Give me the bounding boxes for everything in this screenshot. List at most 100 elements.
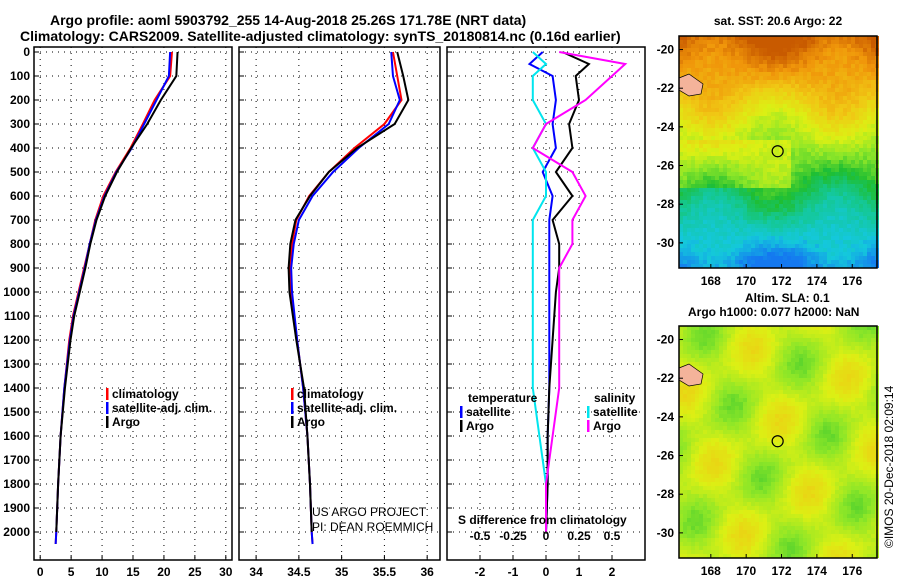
map-lat-label: -24: [657, 410, 675, 424]
x-tick-label: 35: [335, 565, 349, 579]
y-tick-label: 500: [10, 165, 30, 179]
series-line-climatology: [56, 52, 172, 544]
y-tick-label: 1400: [3, 381, 30, 395]
x2-tick-label: 0.25: [567, 529, 591, 543]
y-tick-label: 1300: [3, 357, 30, 371]
map-lon-label: 174: [807, 564, 827, 578]
legend-swatch: [587, 406, 590, 418]
x-tick-label: -2: [475, 565, 486, 579]
legend-label: satellite: [593, 405, 638, 419]
legend-label: Argo: [466, 419, 494, 433]
y-tick-label: 300: [10, 117, 30, 131]
map-lon-label: 168: [701, 564, 721, 578]
legend-swatch: [460, 420, 463, 432]
map-lat-label: -26: [657, 159, 675, 173]
x-tick-label: 34: [249, 565, 263, 579]
map-lat-label: -30: [657, 236, 675, 250]
x-tick-label: 25: [188, 565, 202, 579]
y-tick-label: 900: [10, 261, 30, 275]
legend-swatch: [587, 420, 590, 432]
map-lat-label: -30: [657, 526, 675, 540]
y-tick-label: 1500: [3, 405, 30, 419]
y-tick-label: 0: [23, 45, 30, 59]
y-tick-label: 400: [10, 141, 30, 155]
sst-map-title: sat. SST: 20.6 Argo: 22: [714, 14, 843, 28]
x-tick-label: 15: [126, 565, 140, 579]
legend-label: climatology: [112, 387, 179, 401]
map-image-1: [679, 326, 879, 558]
y-tick-label: 200: [10, 93, 30, 107]
x-tick-label: 36: [420, 565, 434, 579]
legend-label: satellite-adj. clim.: [297, 401, 397, 415]
legend-label: Argo: [297, 415, 325, 429]
sla-map-title2: Argo h1000: 0.077 h2000: NaN: [688, 305, 859, 319]
map-lon-label: 172: [772, 564, 792, 578]
y-tick-label: 1700: [3, 453, 30, 467]
x-tick-label: 2: [609, 565, 616, 579]
x-tick-label: 10: [95, 565, 109, 579]
legend-swatch: [291, 402, 294, 414]
legend-swatch: [291, 416, 294, 428]
x2-tick-label: 0: [543, 529, 550, 543]
x-tick-label: 0: [37, 565, 44, 579]
map-lon-label: 170: [736, 564, 756, 578]
legend-swatch: [106, 402, 109, 414]
legend-title-salinity: salinity: [594, 391, 636, 405]
map-lat-label: -22: [657, 81, 675, 95]
y-tick-label: 1600: [3, 429, 30, 443]
legend-label: Argo: [593, 419, 621, 433]
credit-project: US ARGO PROJECT: [312, 505, 427, 519]
legend-label: Argo: [112, 415, 140, 429]
timestamp-stamp: ©IMOS 20-Dec-2018 02:09:14: [882, 385, 896, 548]
map-image-0: [679, 36, 879, 268]
series-line-satellite-adj-clim-: [56, 52, 170, 544]
legend-swatch: [106, 388, 109, 400]
map-lat-label: -24: [657, 120, 675, 134]
x-tick-label: 30: [219, 565, 233, 579]
x-tick-label: 0: [543, 565, 550, 579]
map-lat-label: -22: [657, 371, 675, 385]
legend-label: climatology: [297, 387, 364, 401]
argo-profile-figure: Argo profile: aoml 5903792_255 14-Aug-20…: [0, 0, 900, 580]
x2-axis-label: S difference from climatology: [458, 513, 627, 527]
x-tick-label: 1: [576, 565, 583, 579]
legend-label: satellite: [466, 405, 511, 419]
map-lat-label: -28: [657, 487, 675, 501]
series-line-argo: [289, 52, 409, 532]
x-tick-label: -1: [508, 565, 519, 579]
y-tick-label: 1200: [3, 333, 30, 347]
y-tick-label: 700: [10, 213, 30, 227]
y-tick-label: 100: [10, 69, 30, 83]
map-lat-label: -20: [657, 43, 675, 57]
x2-tick-label: -0.25: [499, 529, 527, 543]
y-tick-label: 800: [10, 237, 30, 251]
legend-swatch: [291, 388, 294, 400]
y-tick-label: 2000: [3, 525, 30, 539]
map-lon-label: 168: [701, 274, 721, 288]
legend-title-temperature: temperature: [468, 391, 538, 405]
x-tick-label: 35.5: [373, 565, 397, 579]
legend-swatch: [106, 416, 109, 428]
x2-tick-label: 0.5: [604, 529, 621, 543]
legend-swatch: [460, 406, 463, 418]
y-tick-label: 1800: [3, 477, 30, 491]
x-tick-label: 5: [68, 565, 75, 579]
map-lon-label: 176: [842, 564, 862, 578]
map-lon-label: 174: [807, 274, 827, 288]
x-tick-label: 20: [157, 565, 171, 579]
plots-canvas: 0100200300400500600700800900100011001200…: [0, 0, 900, 580]
y-tick-label: 1000: [3, 285, 30, 299]
map-lon-label: 172: [772, 274, 792, 288]
map-lat-label: -28: [657, 197, 675, 211]
credit-pi: PI: DEAN ROEMMICH: [312, 520, 433, 534]
legend-label: satellite-adj. clim.: [112, 401, 212, 415]
y-tick-label: 1900: [3, 501, 30, 515]
x-tick-label: 34.5: [287, 565, 311, 579]
y-tick-label: 1100: [4, 309, 30, 323]
map-lon-label: 170: [736, 274, 756, 288]
map-lat-label: -20: [657, 333, 675, 347]
y-tick-label: 600: [10, 189, 30, 203]
x2-tick-label: -0.5: [470, 529, 491, 543]
series-line-salinity-satellite: [533, 52, 546, 532]
sla-map-title1: Altim. SLA: 0.1: [745, 291, 830, 305]
